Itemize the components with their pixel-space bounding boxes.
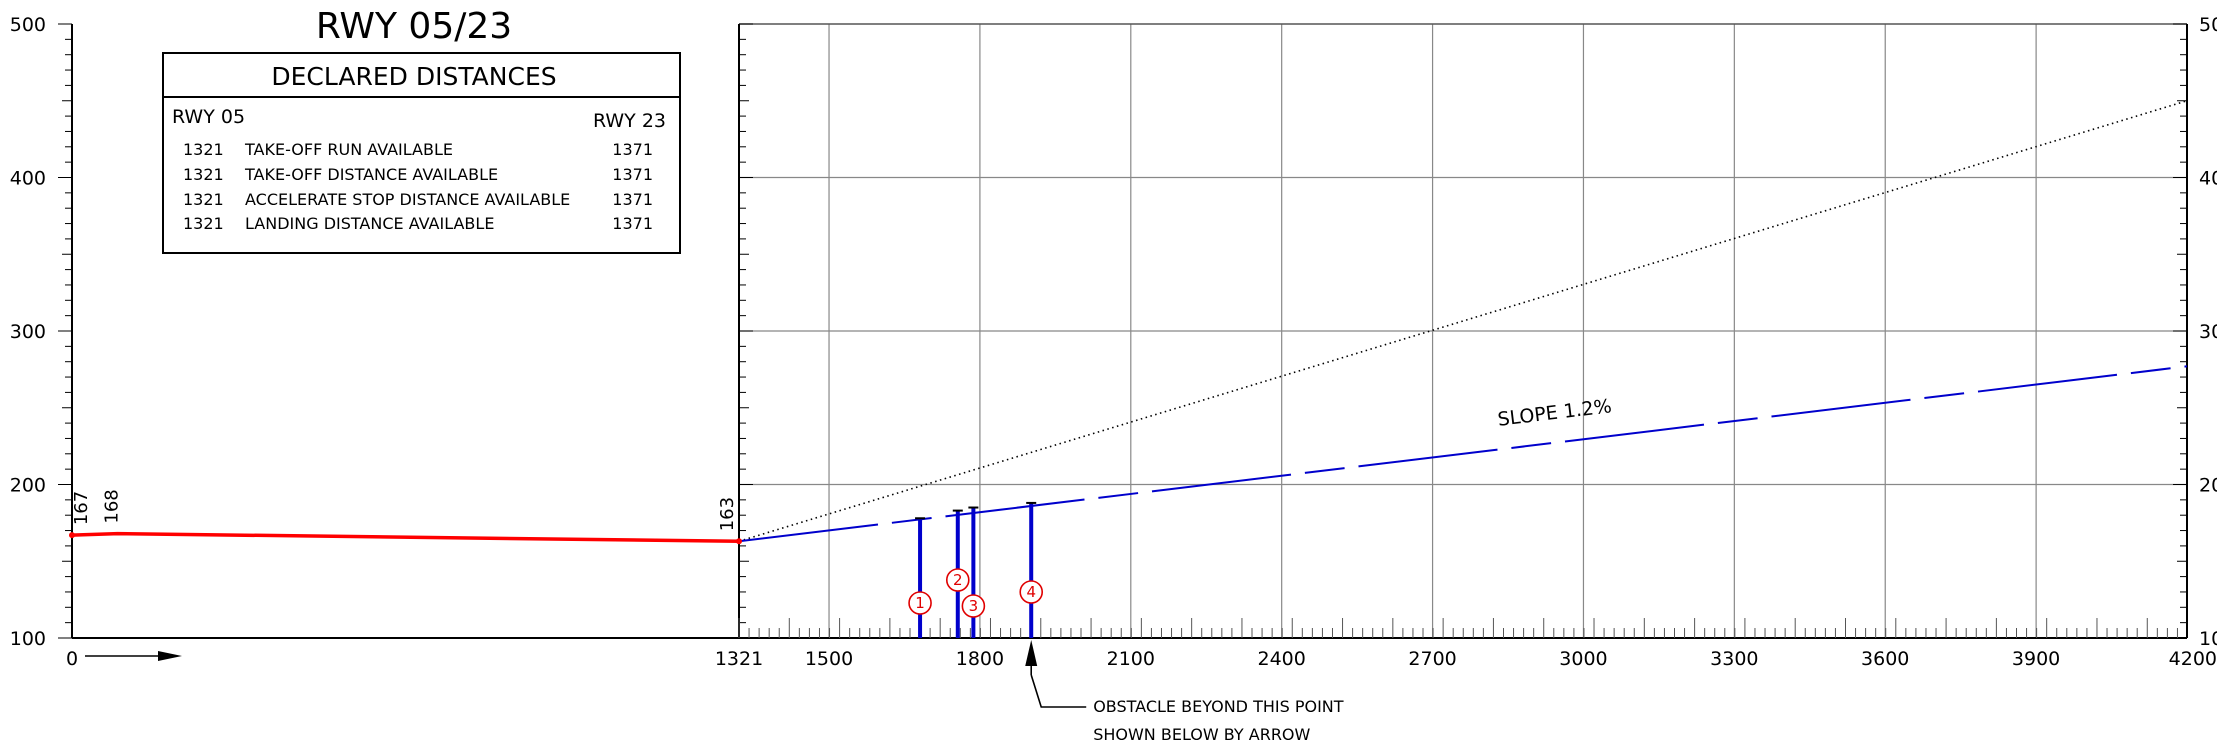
- right-y-tick-label: 10: [2199, 628, 2217, 650]
- obstacle-number: 3: [969, 597, 979, 615]
- axis-labels: 1002003004005001020304050132115001800210…: [10, 14, 2217, 708]
- x-start-label: 0: [66, 648, 78, 670]
- y-tick-label: 100: [10, 628, 46, 650]
- chart-title: RWY 05/23: [316, 6, 512, 47]
- elevation-label: 168: [101, 489, 122, 523]
- declared-distances-title: DECLARED DISTANCES: [271, 62, 556, 91]
- row-label: LANDING DISTANCE AVAILABLE: [245, 214, 494, 233]
- annotation-leader: [1030, 674, 1087, 708]
- x-tick-label: 2400: [1258, 648, 1306, 670]
- obstacle-annotation: OBSTACLE BEYOND THIS POINT SHOWN BELOW B…: [1093, 697, 1344, 742]
- row-label: ACCELERATE STOP DISTANCE AVAILABLE: [245, 190, 570, 209]
- obstacle-marker: [945, 568, 970, 592]
- obstacle-marker: [1019, 580, 1044, 604]
- x-tick-label: 3600: [1861, 648, 1909, 670]
- elevation-label: 167: [71, 491, 92, 525]
- x-tick-label: 3900: [2012, 648, 2060, 670]
- x-tick-label: 2700: [1408, 648, 1456, 670]
- declared-distances-box: DECLARED DISTANCES RWY 05 RWY 23 1321 TA…: [162, 52, 681, 254]
- right-y-tick-label: 20: [2199, 475, 2217, 497]
- right-y-tick-label: 40: [2199, 168, 2217, 190]
- reference-line: [738, 99, 2188, 543]
- row-right-value: 1371: [612, 165, 653, 184]
- obstacle-number: 4: [1026, 583, 1036, 601]
- elevation-label: 163: [717, 497, 738, 531]
- x-tick-label: 1800: [956, 648, 1004, 670]
- runway-start-marker: [69, 532, 75, 539]
- annotation-line-2: SHOWN BELOW BY ARROW: [1093, 725, 1310, 742]
- x-tick-label: 3000: [1559, 648, 1607, 670]
- y-tick-label: 200: [10, 475, 46, 497]
- direction-arrow-head: [158, 651, 182, 661]
- x-tick-label: 2100: [1107, 648, 1155, 670]
- row-right-value: 1371: [612, 190, 653, 209]
- obstacle-number: 2: [953, 571, 963, 589]
- slope-label: SLOPE 1.2%: [1496, 395, 1613, 431]
- row-label: TAKE-OFF RUN AVAILABLE: [244, 140, 453, 159]
- y-tick-label: 500: [10, 14, 46, 36]
- row-right-value: 1371: [612, 214, 653, 233]
- obstacle-marker: [961, 594, 986, 618]
- obstacles: 1 23 4: [908, 501, 1044, 638]
- annotation-arrow-head: [1025, 640, 1038, 666]
- obstacle-number: 1: [915, 594, 925, 612]
- row-label: TAKE-OFF DISTANCE AVAILABLE: [244, 165, 498, 184]
- right-y-tick-label: 50: [2199, 14, 2217, 36]
- x-tick-label: 3300: [1710, 648, 1758, 670]
- row-left-value: 1321: [183, 140, 224, 159]
- profile-lines: [69, 99, 2188, 545]
- x-tick-label: 1500: [805, 648, 853, 670]
- x-tick-label: 4200: [2169, 648, 2217, 670]
- row-left-value: 1321: [183, 190, 224, 209]
- runway-end-marker: [736, 538, 742, 545]
- runway-profile-line: [71, 531, 740, 544]
- right-runway-header: RWY 23: [593, 110, 666, 132]
- y-tick-label: 400: [10, 168, 46, 190]
- row-right-value: 1371: [612, 140, 653, 159]
- row-left-value: 1321: [183, 214, 224, 233]
- obstacle-marker: [908, 591, 932, 615]
- slope-line: [738, 365, 2188, 543]
- grid: [739, 23, 2187, 638]
- row-left-value: 1321: [183, 165, 224, 184]
- left-runway-header: RWY 05: [172, 106, 245, 128]
- annotation-line-1: OBSTACLE BEYOND THIS POINT: [1093, 697, 1344, 716]
- right-y-tick-label: 30: [2199, 321, 2217, 343]
- y-tick-label: 300: [10, 321, 46, 343]
- x-tick-label: 1321: [715, 648, 763, 670]
